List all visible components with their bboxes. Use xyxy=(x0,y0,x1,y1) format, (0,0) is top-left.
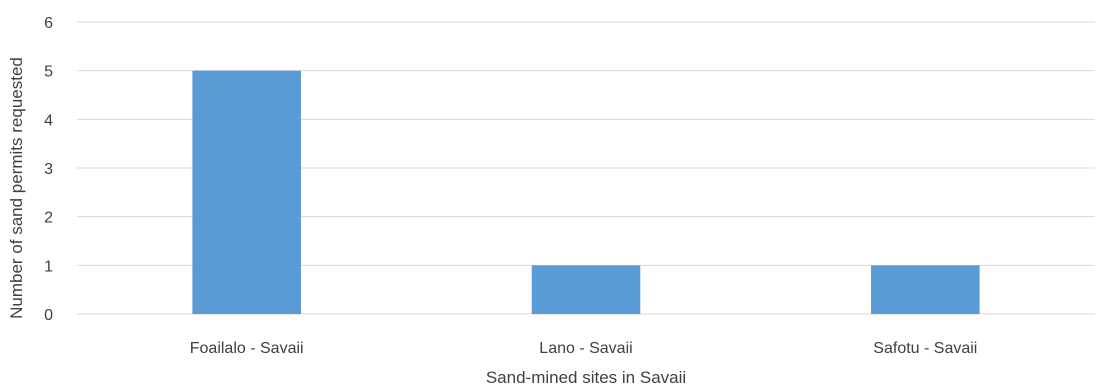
x-tick-label: Safotu - Savaii xyxy=(873,340,977,357)
y-tick-label: 3 xyxy=(44,161,53,178)
bar-foailalo xyxy=(192,70,301,315)
y-tick-label: 4 xyxy=(44,112,53,129)
x-axis-title: Sand-mined sites in Savaii xyxy=(486,368,686,387)
y-tick-label: 6 xyxy=(44,15,53,32)
y-tick-label: 2 xyxy=(44,210,53,227)
y-axis-title: Number of sand permits requested xyxy=(7,57,26,319)
x-tick-label: Lano - Savaii xyxy=(539,340,632,357)
y-tick-label: 1 xyxy=(44,258,53,275)
bar-lano xyxy=(531,265,641,314)
bar-safotu xyxy=(871,265,980,314)
y-tick-label: 5 xyxy=(44,64,53,81)
y-tick-label: 0 xyxy=(44,307,53,324)
x-tick-label: Foailalo - Savaii xyxy=(190,340,304,357)
y-axis-ticks: 0 1 2 3 4 5 6 xyxy=(44,15,53,324)
x-axis-ticks: Foailalo - Savaii Lano - Savaii Safotu - S… xyxy=(190,340,978,357)
bars xyxy=(192,70,980,315)
